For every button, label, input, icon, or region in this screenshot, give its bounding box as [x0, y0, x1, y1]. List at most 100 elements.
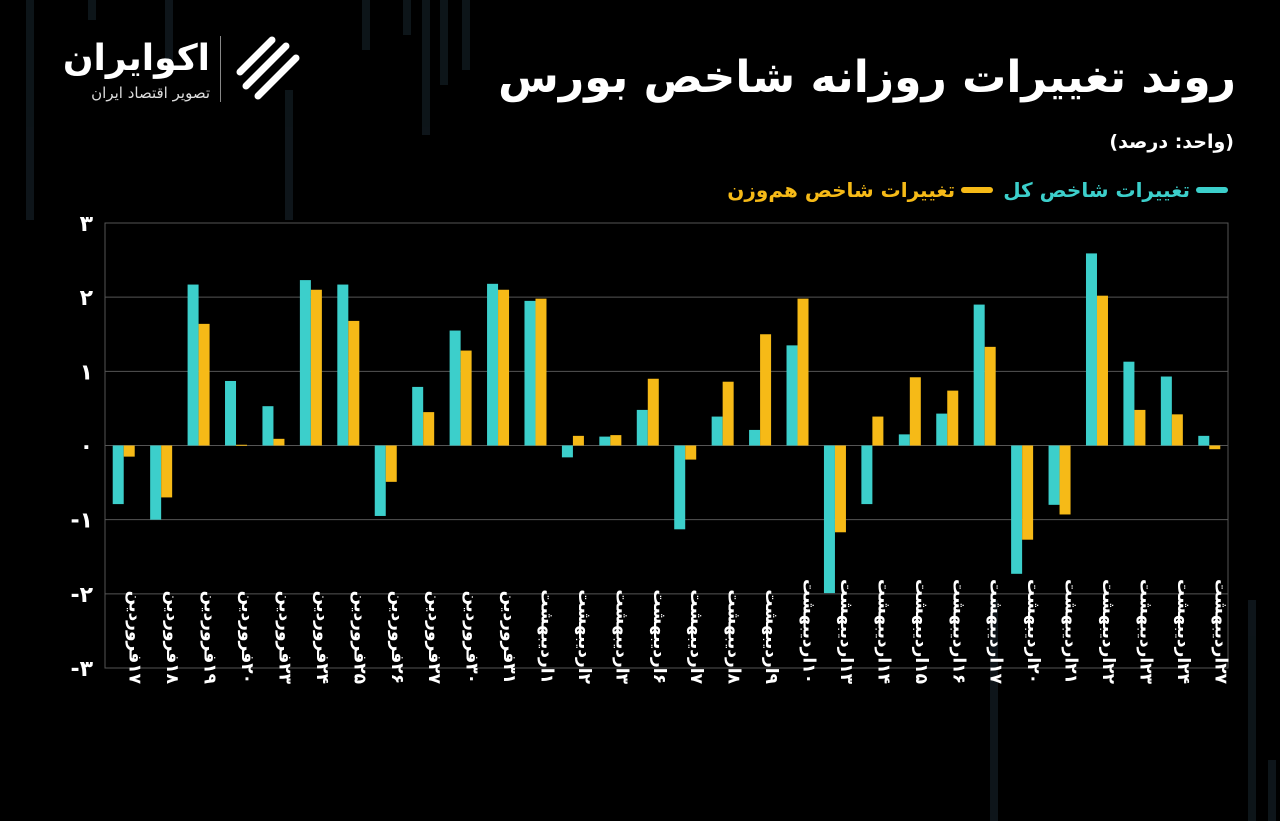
- x-tick-label: ۲۶فروردین: [387, 591, 407, 684]
- x-tick-label: ۷اردیبهشت: [686, 589, 706, 684]
- x-tick-label: ۲۳فروردین: [274, 591, 294, 685]
- x-tick-label: ۳اردیبهشت: [611, 589, 631, 684]
- x-tick-label: ۶اردیبهشت: [649, 589, 669, 684]
- bar-equal-weight-index: [984, 346, 996, 446]
- legend-label-total: تغییرات شاخص کل: [1003, 178, 1190, 202]
- bar-equal-weight-index: [722, 381, 734, 446]
- x-tick-label: ۲۲اردیبهشت: [1098, 579, 1118, 685]
- brand-tagline: تصویر اقتصاد ایران: [91, 84, 210, 102]
- bar-total-index: [225, 380, 237, 446]
- x-tick-label: ۲۴اردیبهشت: [1173, 579, 1193, 684]
- bar-total-index: [861, 445, 873, 505]
- bar-total-index: [599, 436, 611, 446]
- brand-logo: اکوایران تصویر اقتصاد ایران: [50, 32, 310, 112]
- bar-total-index: [936, 413, 948, 446]
- x-tick-label: ۱اردیبهشت: [536, 589, 556, 684]
- bar-equal-weight-index: [572, 435, 584, 446]
- x-tick-label: ۲۱اردیبهشت: [1061, 579, 1081, 684]
- bar-total-index: [150, 445, 162, 520]
- bar-total-index: [786, 345, 798, 446]
- bar-total-index: [898, 434, 910, 446]
- bar-equal-weight-index: [348, 320, 360, 446]
- bar-equal-weight-index: [610, 435, 622, 446]
- bar-total-index: [449, 330, 461, 446]
- bar-equal-weight-index: [1171, 414, 1183, 446]
- bar-equal-weight-index: [760, 334, 772, 446]
- bar-total-index: [262, 406, 274, 446]
- bar-total-index: [636, 409, 648, 446]
- chart-legend: تغییرات شاخص کل تغییرات شاخص هم‌وزن: [717, 178, 1228, 202]
- bar-equal-weight-index: [423, 412, 435, 446]
- bar-total-index: [487, 283, 499, 446]
- x-tick-label: ۹اردیبهشت: [761, 589, 781, 684]
- legend-label-equal: تغییرات شاخص هم‌وزن: [727, 178, 956, 202]
- x-tick-label: ۱۹فروردین: [200, 591, 220, 685]
- bar-total-index: [1048, 445, 1060, 505]
- bar-total-index: [1011, 445, 1023, 574]
- bar-total-index: [299, 280, 311, 446]
- bar-total-index: [412, 386, 424, 446]
- x-tick-label: ۳۰فروردین: [462, 591, 482, 684]
- x-tick-label: ۲۰اردیبهشت: [1023, 579, 1043, 684]
- bar-equal-weight-index: [1209, 445, 1221, 450]
- bar-total-index: [674, 445, 686, 530]
- bar-equal-weight-index: [273, 438, 285, 446]
- bar-total-index: [1198, 435, 1210, 446]
- bar-equal-weight-index: [1022, 445, 1034, 540]
- chart-title: روند تغییرات روزانه شاخص بورس: [498, 52, 1236, 103]
- x-tick-label: ۲۷فروردین: [424, 591, 444, 685]
- bar-equal-weight-index: [310, 289, 322, 446]
- x-tick-label: ۱۷اردیبهشت: [986, 579, 1006, 685]
- legend-swatch-total: [1196, 187, 1228, 193]
- x-tick-label: ۲۷اردیبهشت: [1210, 579, 1230, 685]
- brand-mark-icon: [236, 36, 300, 100]
- bar-equal-weight-index: [385, 445, 397, 482]
- bar-total-index: [374, 445, 386, 516]
- x-tick-label: ۱۸فروردین: [162, 591, 182, 685]
- bar-total-index: [187, 284, 199, 446]
- bar-equal-weight-index: [834, 445, 846, 533]
- x-tick-label: ۱۶اردیبهشت: [948, 579, 968, 684]
- bar-equal-weight-index: [647, 378, 659, 446]
- bar-equal-weight-index: [236, 444, 248, 446]
- y-tick-label: -۲: [70, 583, 93, 608]
- x-tick-label: ۲۵فروردین: [349, 591, 369, 684]
- y-tick-label: ۳: [80, 212, 94, 237]
- plot-frame: [104, 222, 1229, 669]
- bar-equal-weight-index: [1134, 409, 1146, 446]
- bar-total-index: [973, 304, 985, 446]
- bar-total-index: [561, 445, 573, 458]
- x-tick-label: ۸اردیبهشت: [724, 589, 744, 684]
- bar-equal-weight-index: [872, 416, 884, 446]
- bar-total-index: [1085, 253, 1097, 446]
- bar-equal-weight-index: [161, 445, 173, 498]
- bar-total-index: [112, 445, 124, 505]
- y-tick-label: ۲: [80, 286, 94, 311]
- bar-equal-weight-index: [498, 289, 510, 446]
- y-tick-label: ۰: [80, 435, 93, 460]
- x-tick-label: ۱۵اردیبهشت: [911, 579, 931, 684]
- bar-equal-weight-index: [198, 323, 210, 446]
- bar-equal-weight-index: [1096, 295, 1108, 446]
- bar-equal-weight-index: [460, 350, 472, 446]
- x-tick-label: ۱۰اردیبهشت: [799, 579, 819, 684]
- x-tick-label: ۱۴اردیبهشت: [873, 579, 893, 684]
- bar-total-index: [823, 445, 835, 594]
- bar-equal-weight-index: [909, 377, 921, 446]
- legend-item-equal: تغییرات شاخص هم‌وزن: [727, 178, 994, 202]
- y-tick-label: -۳: [70, 657, 93, 682]
- bar-equal-weight-index: [685, 445, 697, 460]
- x-tick-label: ۲۰فروردین: [237, 591, 257, 684]
- bar-total-index: [337, 284, 349, 446]
- brand-name: اکوایران: [62, 38, 210, 79]
- logo-divider: [220, 36, 221, 102]
- bar-equal-weight-index: [535, 298, 547, 446]
- legend-item-total: تغییرات شاخص کل: [1003, 178, 1228, 202]
- x-tick-label: ۳۱فروردین: [499, 591, 519, 684]
- bar-total-index: [749, 429, 761, 446]
- bar-equal-weight-index: [947, 390, 959, 446]
- bar-total-index: [1160, 376, 1172, 446]
- bar-equal-weight-index: [123, 445, 135, 457]
